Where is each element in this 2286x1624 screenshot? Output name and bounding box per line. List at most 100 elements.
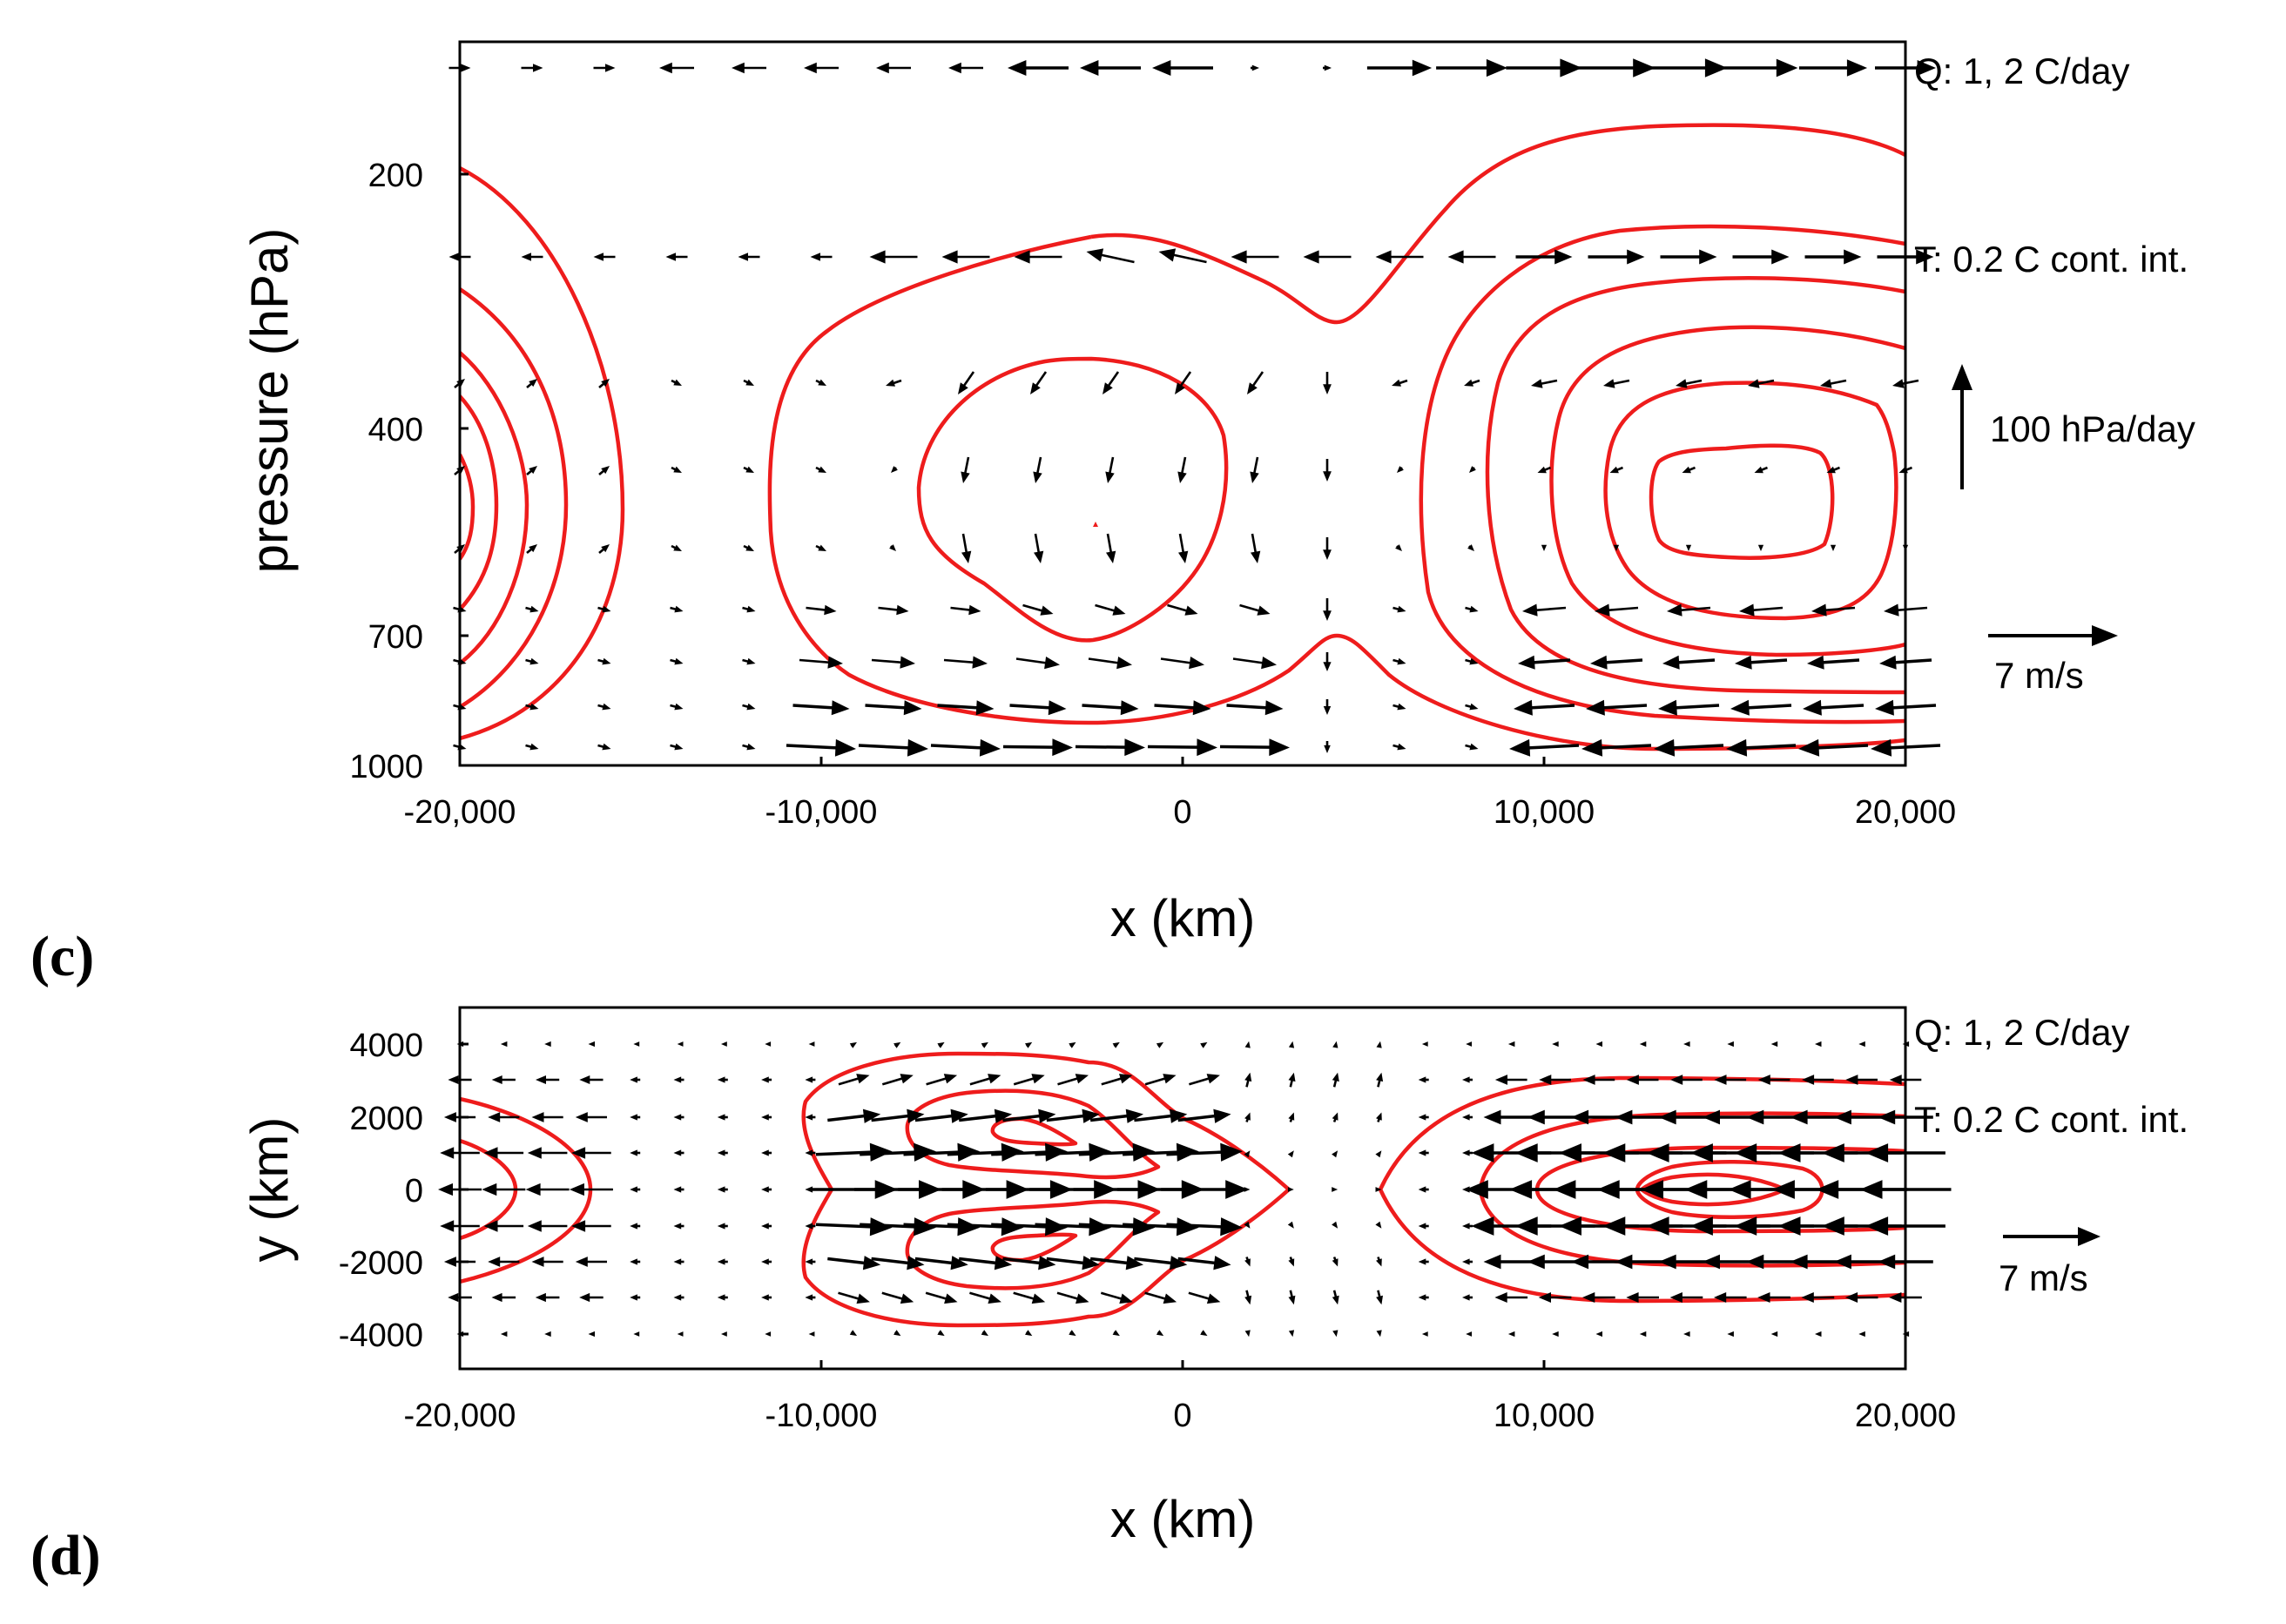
wind-vector-arrow bbox=[925, 1291, 958, 1304]
wind-vector-arrow bbox=[969, 1074, 1001, 1086]
wind-vector-arrow bbox=[1323, 652, 1332, 671]
wind-vector-arrow bbox=[717, 1186, 728, 1193]
wind-vector-arrow bbox=[1156, 1041, 1164, 1048]
contour-line bbox=[460, 394, 499, 611]
wind-vector-arrow bbox=[961, 533, 972, 563]
wind-vector-arrow bbox=[742, 703, 756, 711]
wind-vector-arrow bbox=[761, 1294, 772, 1301]
wind-vector-arrow bbox=[448, 64, 471, 72]
panel-d-y-tick-label: 0 bbox=[405, 1173, 423, 1210]
wind-vector-arrow bbox=[1288, 1290, 1296, 1305]
panel-c-y-tick-label: 200 bbox=[368, 158, 423, 194]
wind-vector-arrow bbox=[1815, 1041, 1822, 1048]
wind-vector-arrow bbox=[1603, 379, 1630, 388]
wind-vector-arrow bbox=[1288, 1330, 1295, 1338]
wind-vector-arrow bbox=[1154, 700, 1211, 716]
wind-vector-arrow bbox=[535, 1292, 560, 1303]
wind-vector-arrow bbox=[1046, 1108, 1100, 1123]
wind-vector-arrow bbox=[717, 1223, 728, 1230]
wind-vector-arrow bbox=[1595, 1041, 1602, 1048]
panel-d-y-tick-label: 2000 bbox=[349, 1101, 423, 1137]
wind-vector-arrow bbox=[1770, 1331, 1778, 1338]
wind-vector-arrow bbox=[633, 1041, 640, 1047]
wind-vector-arrow bbox=[1466, 1041, 1472, 1047]
wind-vector-arrow bbox=[1714, 1075, 1747, 1085]
wind-vector-arrow bbox=[1798, 59, 1868, 77]
wind-vector-arrow bbox=[1845, 1075, 1878, 1085]
wind-vector-arrow bbox=[981, 1041, 988, 1048]
wind-vector-arrow bbox=[717, 1149, 728, 1156]
wind-vector-arrow bbox=[810, 253, 833, 261]
wind-vector-arrow bbox=[1421, 1041, 1428, 1047]
wind-vector-arrow bbox=[665, 253, 688, 261]
wind-vector-arrow bbox=[827, 1108, 881, 1123]
wind-vector-arrow bbox=[805, 1294, 816, 1301]
wind-vector-arrow bbox=[1200, 1330, 1208, 1337]
wind-vector-arrow bbox=[1393, 605, 1406, 613]
wind-vector-arrow bbox=[1002, 1256, 1056, 1270]
contour-line bbox=[1635, 1159, 1824, 1220]
wind-vector-arrow bbox=[1613, 544, 1620, 551]
wind-vector-arrow bbox=[1376, 1112, 1382, 1122]
wind-vector-arrow bbox=[1884, 603, 1928, 617]
wind-vector-arrow bbox=[808, 1041, 815, 1047]
contour-line bbox=[460, 453, 475, 561]
wind-vector-arrow bbox=[1303, 250, 1352, 264]
wind-vector-arrow bbox=[1462, 1149, 1473, 1156]
panel-c-x-tick-label: -20,000 bbox=[404, 794, 516, 831]
wind-vector-arrow bbox=[786, 738, 856, 757]
wind-vector-arrow bbox=[1376, 1257, 1382, 1267]
wind-vector-arrow bbox=[598, 466, 610, 475]
wind-vector-arrow bbox=[525, 605, 539, 613]
wind-vector-arrow bbox=[544, 1331, 551, 1338]
wind-vector-arrow bbox=[1552, 1331, 1559, 1338]
wind-vector-arrow bbox=[1582, 1292, 1615, 1303]
wind-vector-arrow bbox=[1239, 603, 1271, 616]
wind-vector-arrow bbox=[871, 1256, 925, 1270]
wind-vector-arrow bbox=[1244, 1290, 1252, 1305]
wind-vector-arrow bbox=[849, 1041, 857, 1048]
wind-vector-arrow bbox=[1376, 1041, 1382, 1048]
wind-vector-arrow bbox=[943, 656, 988, 669]
wind-vector-arrow bbox=[1879, 655, 1932, 670]
wind-vector-arrow bbox=[1244, 1072, 1252, 1088]
wind-vector-arrow bbox=[958, 1256, 1013, 1270]
wind-vector-arrow bbox=[1859, 1180, 1952, 1199]
wind-vector-arrow bbox=[630, 1294, 641, 1301]
wind-vector-arrow bbox=[1465, 743, 1479, 751]
wind-vector-arrow bbox=[1418, 1186, 1429, 1193]
wind-vector-arrow bbox=[941, 250, 990, 264]
panel-d-x-tick-label: 0 bbox=[1173, 1398, 1191, 1434]
wind-vector-arrow bbox=[881, 1291, 914, 1304]
wind-vector-arrow bbox=[981, 1330, 988, 1337]
wind-vector-arrow bbox=[1393, 657, 1406, 665]
wind-vector-arrow bbox=[1639, 1041, 1647, 1048]
wind-vector-arrow bbox=[670, 703, 684, 711]
wind-vector-arrow bbox=[1219, 738, 1290, 757]
wind-vector-arrow bbox=[869, 250, 918, 264]
wind-vector-arrow bbox=[1160, 657, 1204, 670]
contour-line bbox=[990, 1232, 1078, 1263]
wind-vector-arrow bbox=[1247, 371, 1264, 394]
wind-vector-arrow bbox=[1393, 703, 1406, 711]
wind-vector-arrow bbox=[1069, 1041, 1076, 1048]
wind-vector-arrow bbox=[1626, 1075, 1659, 1085]
wind-vector-arrow bbox=[1875, 60, 1936, 76]
wind-vector-arrow bbox=[1287, 1221, 1294, 1229]
wind-vector-arrow bbox=[1375, 1150, 1382, 1158]
wind-vector-arrow bbox=[598, 544, 610, 554]
wind-vector-arrow bbox=[876, 62, 911, 74]
wind-vector-arrow bbox=[1080, 60, 1141, 76]
wind-vector-arrow bbox=[1323, 64, 1332, 71]
vertical-reference-arrow bbox=[1952, 364, 1972, 489]
wind-vector-arrow bbox=[1577, 58, 1655, 77]
wind-vector-arrow bbox=[1158, 248, 1207, 264]
wind-vector-arrow bbox=[1464, 379, 1480, 387]
wind-vector-arrow bbox=[579, 1075, 604, 1084]
wind-vector-arrow bbox=[1726, 738, 1797, 757]
wind-vector-arrow bbox=[1057, 1074, 1089, 1086]
wind-vector-arrow bbox=[1156, 1330, 1164, 1337]
wind-vector-arrow bbox=[1595, 603, 1639, 617]
wind-vector-arrow bbox=[500, 1041, 508, 1048]
panel-d-y-tick-label: -2000 bbox=[339, 1245, 423, 1282]
